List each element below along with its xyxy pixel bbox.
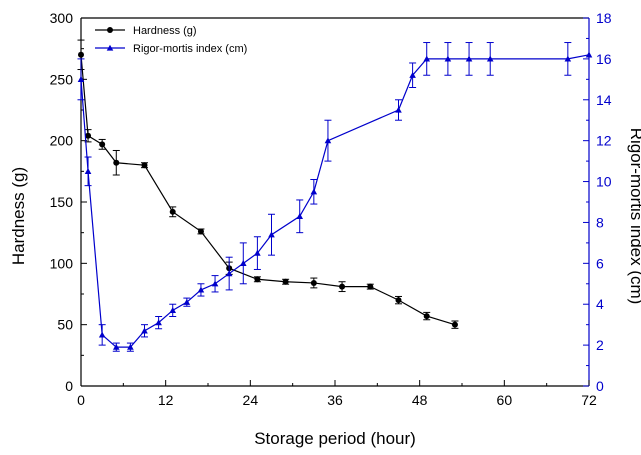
data-point	[99, 141, 106, 148]
y-left-tick-label: 300	[50, 10, 74, 26]
x-tick-label: 48	[412, 392, 428, 408]
data-point	[585, 51, 593, 58]
legend-marker	[107, 27, 113, 33]
y-left-tick-label: 250	[50, 71, 74, 87]
data-point	[564, 55, 572, 62]
y-right-tick-label: 18	[596, 10, 612, 26]
y-right-tick-label: 12	[596, 133, 612, 149]
axes-layer: 0 12 24 36 48 60 72050100150200250300024681012…	[50, 10, 612, 408]
data-point	[155, 319, 162, 326]
series-hardness	[77, 39, 459, 329]
series-line	[80, 54, 456, 326]
y-right-tick-label: 10	[596, 174, 612, 190]
data-point	[197, 228, 204, 235]
data-point	[197, 286, 205, 293]
series-rigor-mortis	[77, 42, 593, 352]
data-point	[169, 307, 177, 313]
data-point	[254, 249, 261, 256]
y-left-tick-label: 200	[50, 133, 74, 149]
legend-marker	[106, 44, 114, 51]
data-point	[395, 297, 402, 304]
series-layer	[77, 39, 593, 352]
series-line	[80, 54, 590, 348]
x-axis-label: Storage period (hour)	[254, 429, 416, 448]
y-right-tick-label: 6	[596, 255, 604, 271]
data-point	[225, 270, 233, 277]
x-tick-label: 24	[243, 392, 259, 408]
legend: Hardness (g) Rigor-mortis index (cm)	[95, 25, 247, 55]
x-tick-label: 0	[77, 392, 85, 408]
data-point	[98, 331, 106, 338]
y-left-tick-label: 150	[50, 194, 74, 210]
data-point	[423, 313, 430, 320]
data-point	[339, 283, 346, 290]
data-point	[211, 280, 219, 287]
x-tick-label: 72	[581, 392, 597, 408]
data-point	[113, 159, 120, 166]
data-point	[486, 55, 494, 62]
data-point	[324, 137, 332, 144]
y-right-tick-label: 8	[596, 214, 604, 230]
legend-label: Hardness (g)	[133, 25, 197, 37]
y-right-tick-label: 2	[596, 337, 604, 353]
x-tick-label: 12	[158, 392, 174, 408]
data-point	[78, 51, 84, 58]
y-left-tick-label: 0	[65, 378, 73, 394]
data-point	[367, 283, 374, 290]
data-point	[409, 71, 416, 78]
data-point	[268, 231, 275, 238]
x-tick-label: 36	[327, 392, 343, 408]
legend-item: Hardness (g)	[95, 25, 197, 37]
data-point	[77, 76, 85, 82]
data-point	[169, 208, 176, 215]
data-point	[282, 278, 289, 285]
data-point	[127, 343, 134, 350]
data-point	[423, 55, 431, 62]
data-point	[85, 132, 92, 139]
y-left-tick-label: 50	[57, 317, 73, 333]
data-point	[141, 162, 148, 169]
data-point	[183, 298, 191, 305]
y-right-tick-label: 14	[596, 92, 612, 108]
y-right-tick-label: 16	[596, 51, 612, 67]
legend-label: Rigor-mortis index (cm)	[133, 43, 247, 55]
data-point	[254, 276, 261, 283]
data-point	[239, 260, 247, 266]
data-point	[296, 213, 304, 219]
data-point	[451, 321, 458, 328]
legend-item: Rigor-mortis index (cm)	[95, 43, 247, 55]
data-point	[310, 279, 317, 286]
y-right-tick-label: 0	[596, 378, 604, 394]
data-point	[444, 55, 452, 62]
data-point	[84, 168, 92, 174]
y-left-tick-label: 100	[50, 255, 74, 271]
data-point	[141, 327, 148, 334]
y-axis-left-label: Hardness (g)	[9, 167, 28, 265]
data-point	[395, 106, 402, 113]
y-axis-right-label: Rigor-mortis index (cm)	[627, 128, 641, 305]
y-right-tick-label: 4	[596, 296, 604, 312]
data-point	[310, 188, 318, 195]
data-point	[465, 55, 473, 62]
data-point	[112, 343, 120, 350]
x-tick-label: 60	[497, 392, 513, 408]
